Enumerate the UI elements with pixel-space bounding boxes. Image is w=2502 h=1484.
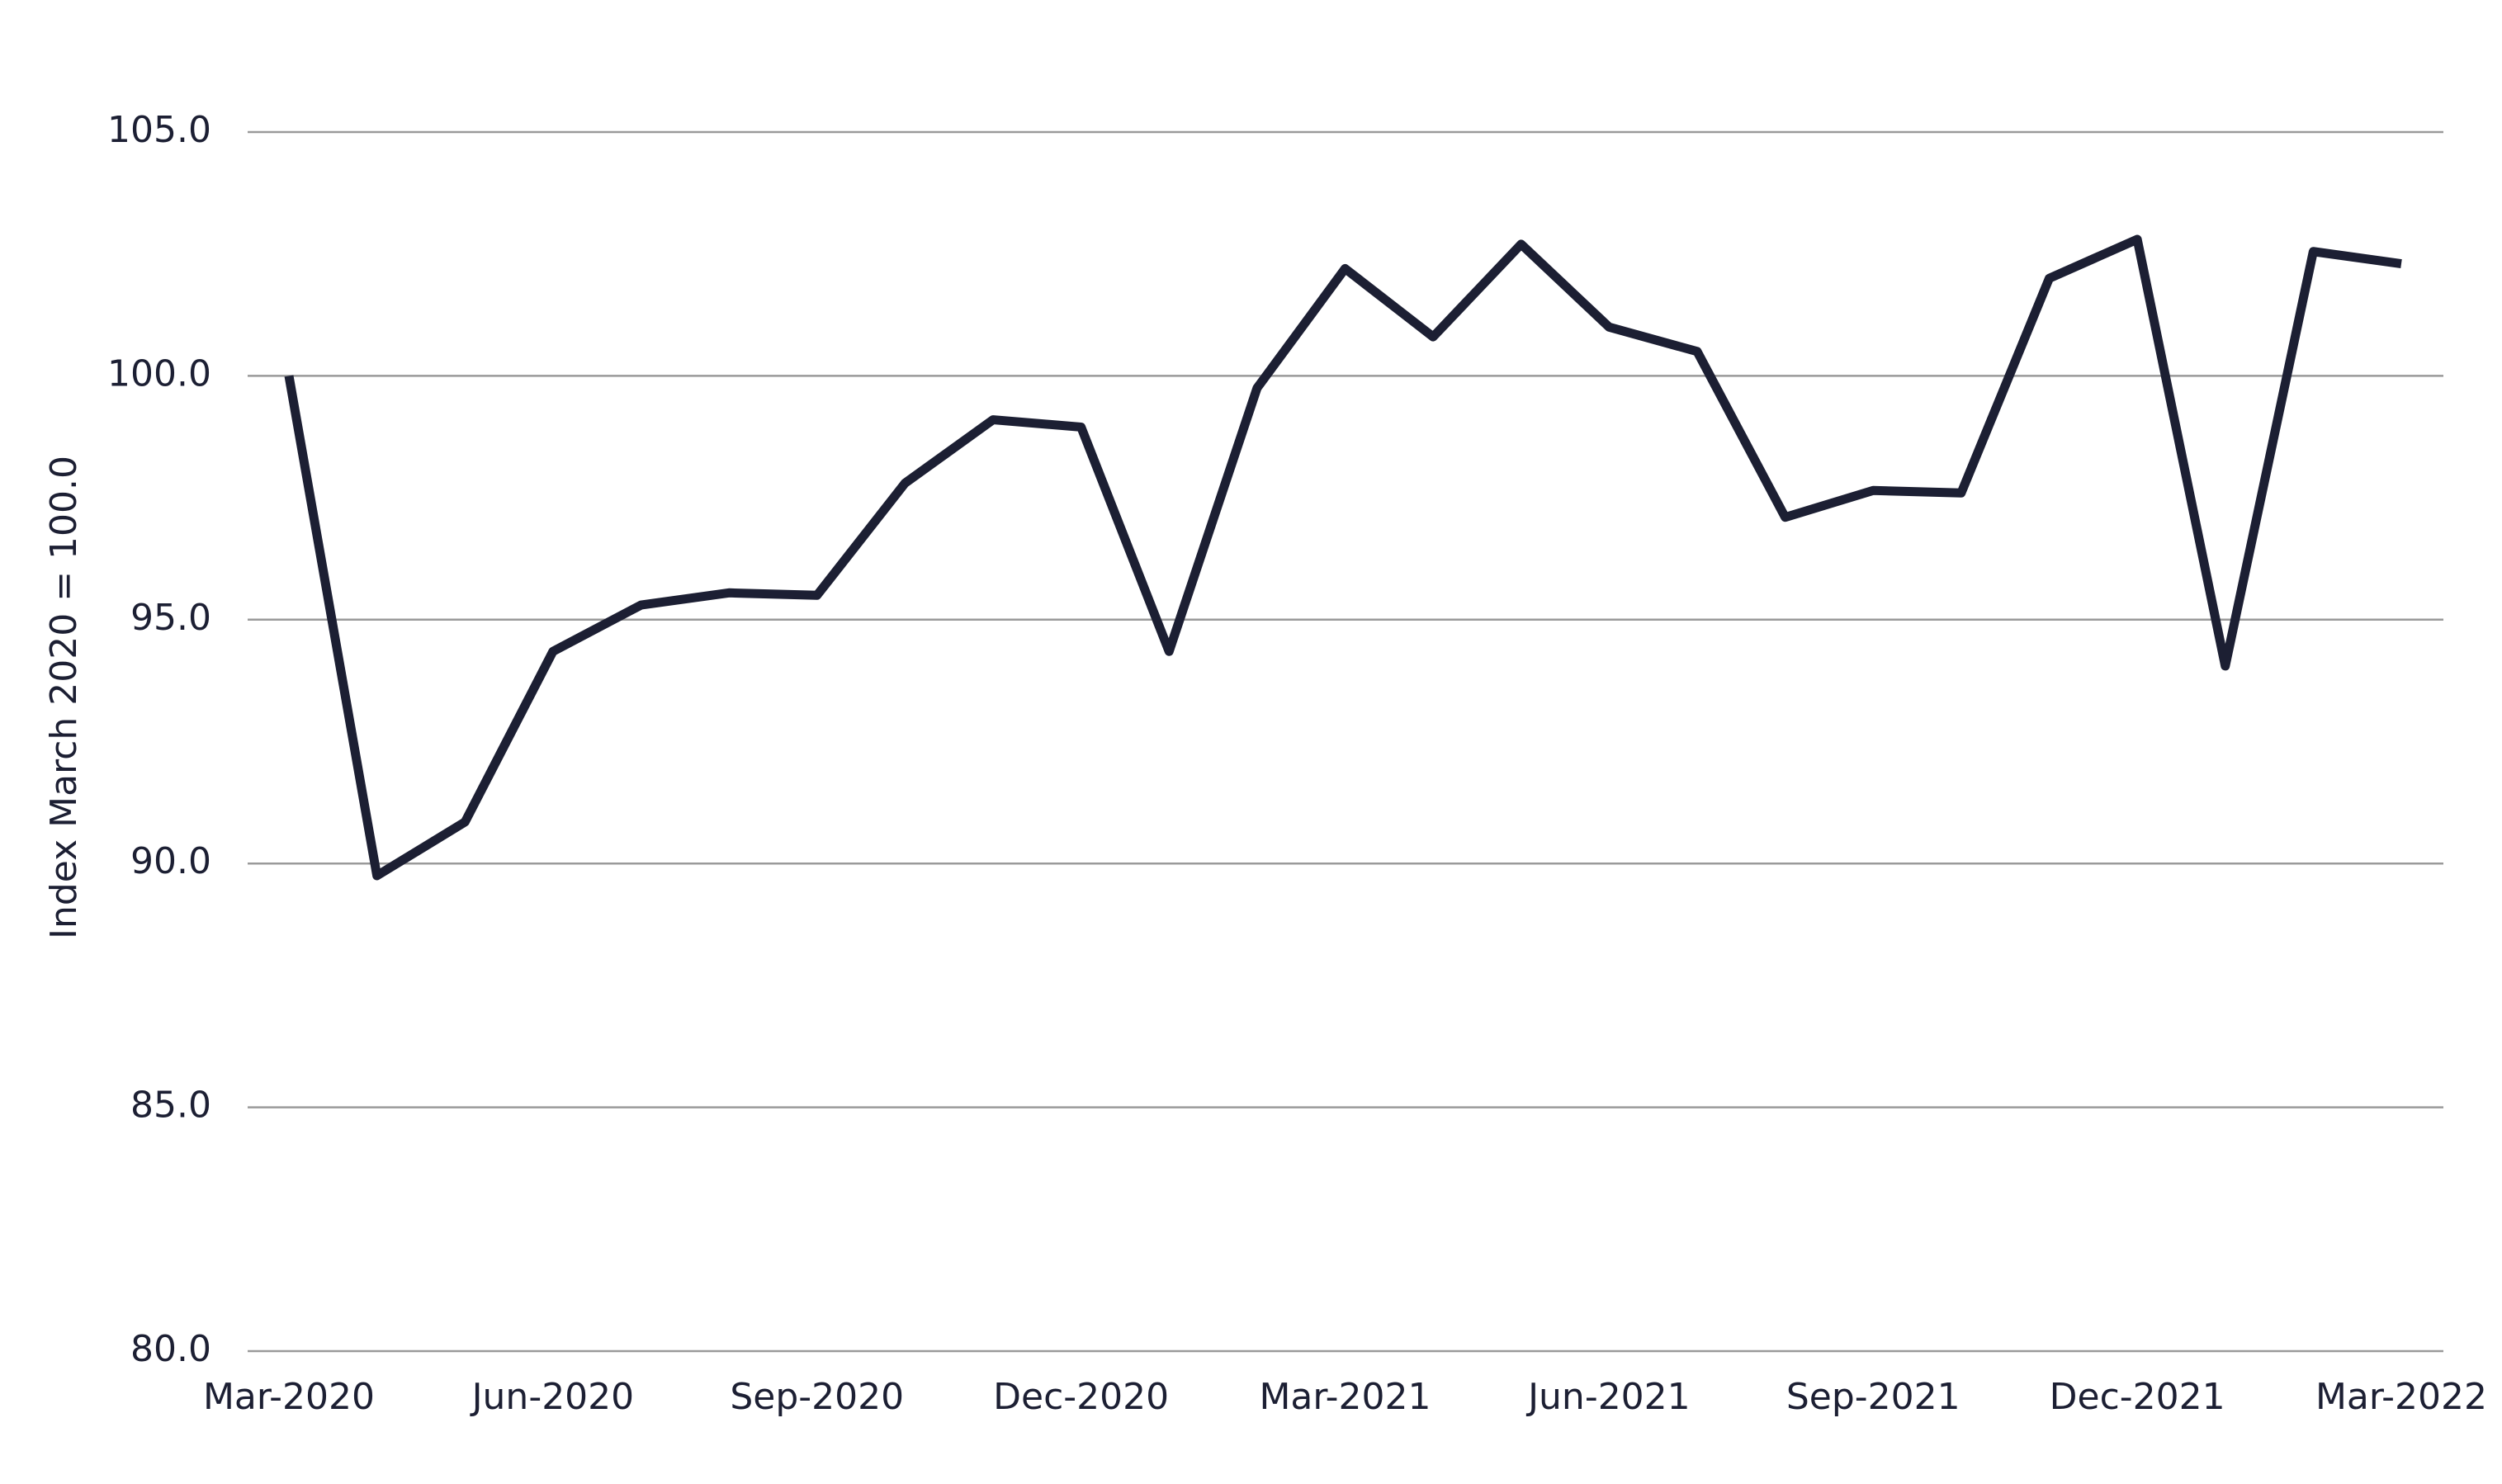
y-tick-label: 80.0 — [130, 1328, 211, 1370]
x-tick-label: Sep-2021 — [1786, 1376, 1960, 1418]
y-tick-label: 95.0 — [130, 597, 211, 639]
y-tick-label: 105.0 — [107, 109, 211, 151]
x-tick-label: Dec-2021 — [2050, 1376, 2225, 1418]
x-tick-label: Jun-2021 — [1525, 1376, 1691, 1418]
x-tick-label: Sep-2020 — [730, 1376, 904, 1418]
x-tick-label: Jun-2020 — [470, 1376, 635, 1418]
y-tick-label: 85.0 — [130, 1085, 211, 1127]
x-tick-label: Dec-2020 — [993, 1376, 1169, 1418]
x-tick-label: Mar-2020 — [203, 1376, 375, 1418]
y-tick-label: 90.0 — [130, 840, 211, 882]
x-tick-label: Mar-2021 — [1259, 1376, 1431, 1418]
x-tick-label: Mar-2022 — [2315, 1376, 2487, 1418]
y-axis-label: Index March 2020 = 100.0 — [43, 456, 85, 939]
data-line — [284, 234, 2402, 881]
y-tick-label: 100.0 — [107, 352, 211, 395]
